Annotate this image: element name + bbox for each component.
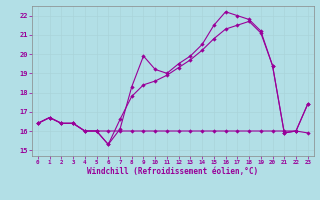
X-axis label: Windchill (Refroidissement éolien,°C): Windchill (Refroidissement éolien,°C): [87, 167, 258, 176]
